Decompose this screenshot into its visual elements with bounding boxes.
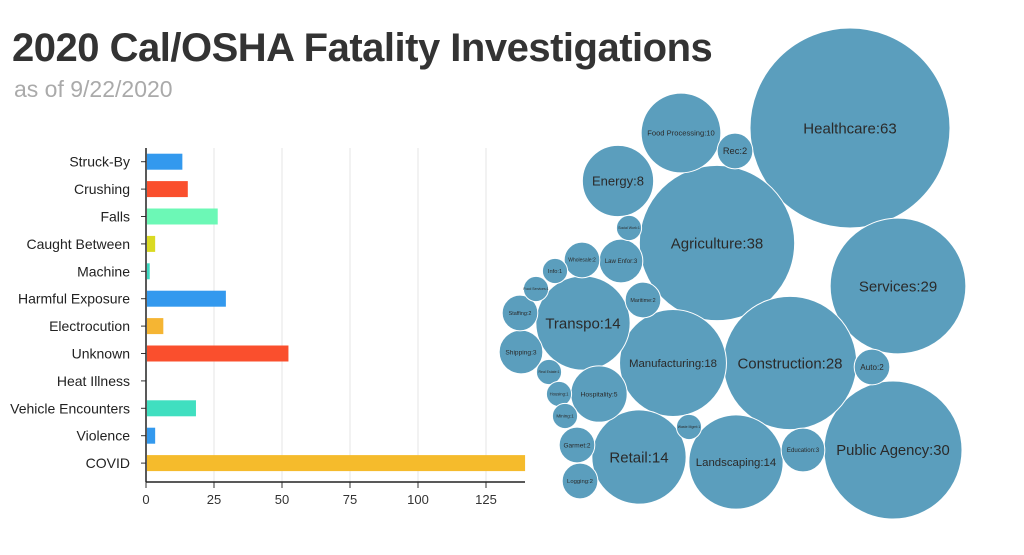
y-tick-label: Crushing	[74, 181, 130, 197]
bubble-label: Rec:2	[723, 146, 747, 156]
bubble-label: Healthcare:63	[803, 120, 896, 137]
y-tick-label: Electrocution	[49, 318, 130, 334]
bubble-label: Hospitality:5	[580, 391, 617, 398]
chart-subtitle: as of 9/22/2020	[14, 76, 173, 102]
bubble-label: Law Enfor:3	[605, 258, 638, 265]
bubble	[541, 257, 569, 285]
bubble-label: Maritime:2	[630, 298, 655, 304]
bubble-label: Real Estate:1	[538, 370, 559, 374]
bubble	[501, 294, 539, 332]
bubble	[563, 241, 601, 279]
bubble	[535, 358, 563, 386]
bubble-label: Social Work:1	[618, 226, 640, 230]
y-tick-label: Harmful Exposure	[18, 291, 130, 307]
bar	[147, 181, 188, 198]
bubble-label: Food Services:1	[523, 287, 548, 291]
bubble	[522, 275, 550, 303]
chart-title: 2020 Cal/OSHA Fatality Investigations	[12, 26, 713, 70]
y-tick-label: COVID	[86, 455, 130, 471]
bubble-label: Info:1	[548, 269, 562, 275]
bar	[147, 318, 164, 335]
bubble-label: Construction:28	[737, 355, 842, 372]
bar	[147, 153, 183, 170]
bubble-label: Education:3	[787, 447, 820, 454]
y-tick-label: Machine	[77, 263, 130, 279]
y-tick-label: Caught Between	[26, 236, 130, 252]
bubble	[615, 214, 643, 242]
bar	[147, 345, 289, 362]
bubble-label: Shipping:3	[505, 349, 536, 356]
x-tick-label: 75	[343, 492, 357, 507]
bubble-label: Food Processing:10	[647, 129, 715, 138]
bubble	[619, 309, 727, 417]
bubble-label: Auto:2	[860, 363, 884, 372]
bubble	[780, 427, 826, 473]
bubble	[853, 348, 891, 386]
bubble	[688, 414, 784, 510]
bubble-label: Services:29	[859, 278, 937, 295]
bubble	[551, 402, 579, 430]
bubble-label: Mining:1	[556, 414, 574, 419]
bubble	[640, 92, 722, 174]
x-tick-label: 125	[475, 492, 497, 507]
bar	[147, 235, 156, 252]
bubble	[624, 281, 662, 319]
bubble	[638, 164, 796, 322]
bubble-label: Waste Mgmt:1	[678, 425, 700, 429]
x-tick-label: 100	[407, 492, 429, 507]
x-tick-label: 50	[275, 492, 289, 507]
x-tick-label: 25	[207, 492, 221, 507]
bubble-label: Transpo:14	[545, 315, 620, 332]
bubble	[716, 132, 754, 170]
y-tick-label: Unknown	[72, 346, 130, 362]
bar	[147, 290, 226, 307]
bubble	[749, 27, 951, 229]
bubble	[675, 413, 703, 441]
y-tick-label: Struck-By	[69, 154, 130, 170]
bubble-label: Landscaping:14	[696, 457, 776, 469]
bar	[147, 208, 218, 225]
bubble-label: Garmet:2	[563, 442, 590, 449]
bubble-label: Retail:14	[609, 449, 668, 466]
bar	[147, 263, 150, 280]
bubble	[829, 217, 967, 355]
bubble	[558, 426, 596, 464]
bubble-label: Agriculture:38	[671, 235, 764, 252]
bar	[147, 455, 526, 472]
bar	[147, 400, 196, 417]
bubble-label: Manufacturing:18	[629, 358, 717, 370]
y-tick-label: Heat Illness	[57, 373, 130, 389]
bubble	[561, 462, 599, 500]
y-tick-label: Violence	[77, 428, 131, 444]
bubble-label: Energy:8	[592, 174, 644, 189]
bubble	[581, 144, 655, 218]
y-tick-label: Vehicle Encounters	[10, 400, 130, 416]
bubble-label: Wholesale:2	[568, 258, 596, 264]
bubble-label: Public Agency:30	[836, 443, 950, 459]
bubble-label: Housing:1	[550, 391, 570, 396]
bar	[147, 427, 156, 444]
bubble-label: Staffing:2	[509, 311, 532, 317]
y-tick-label: Falls	[100, 209, 130, 225]
bubble-label: Logging:2	[567, 479, 593, 485]
x-tick-label: 0	[142, 492, 149, 507]
bubble	[591, 409, 687, 505]
